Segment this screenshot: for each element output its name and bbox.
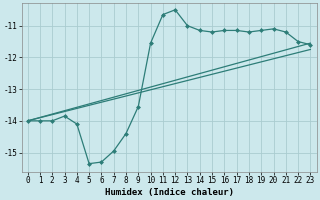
X-axis label: Humidex (Indice chaleur): Humidex (Indice chaleur) <box>105 188 234 197</box>
